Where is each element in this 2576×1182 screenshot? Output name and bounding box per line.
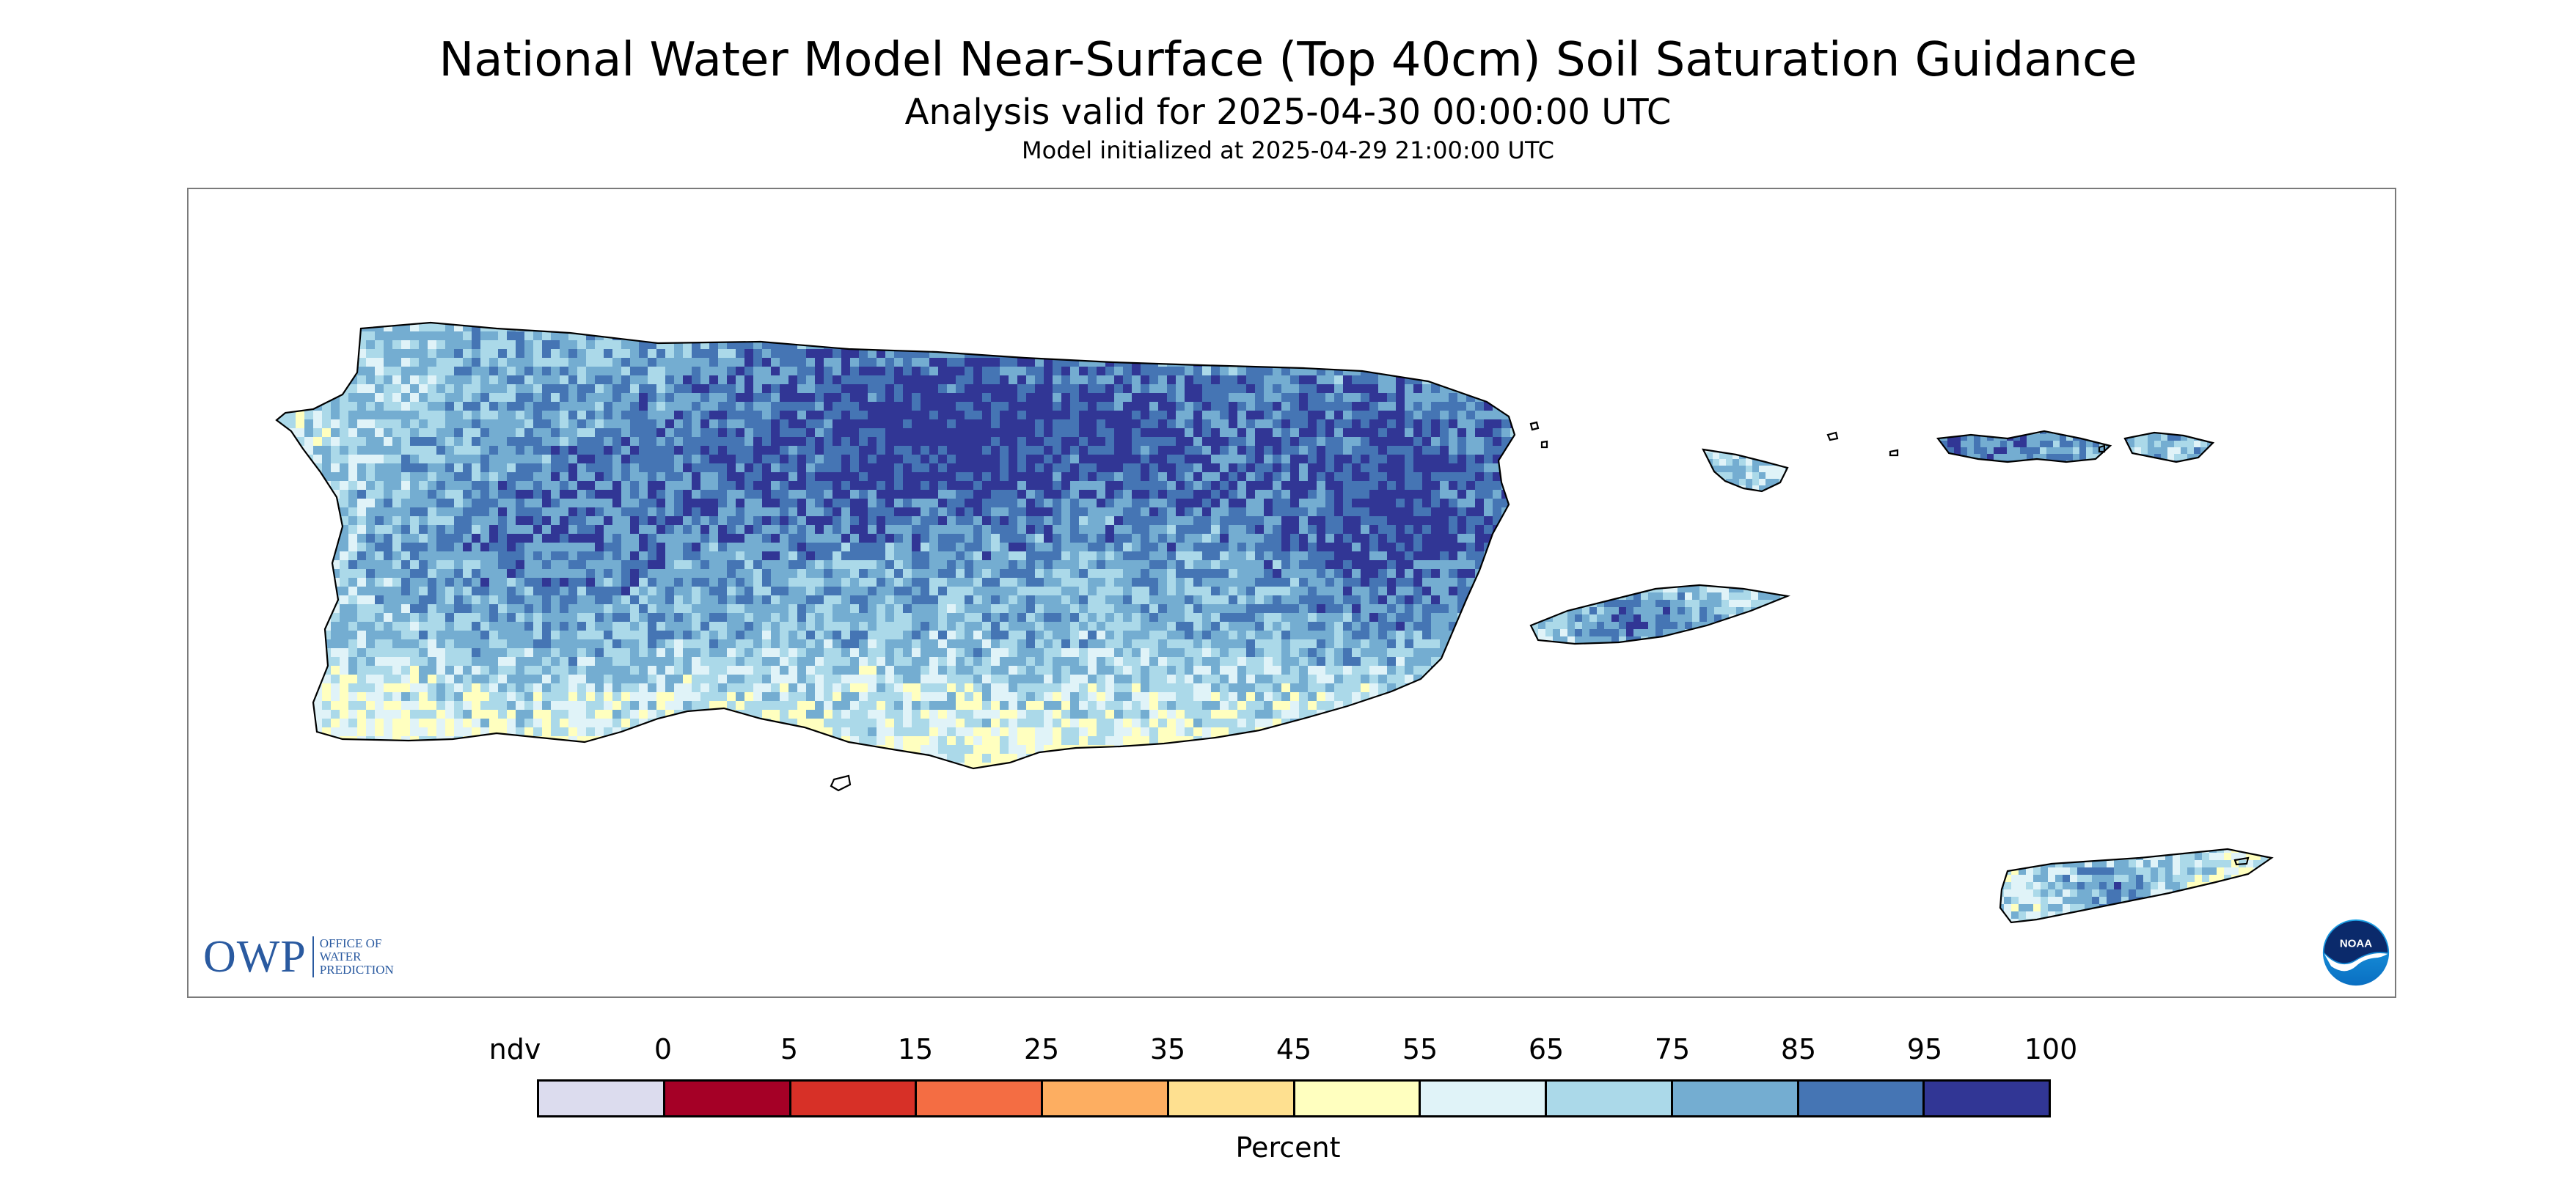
legend-swatch [1295, 1082, 1421, 1115]
map-frame: OWP OFFICE OF WATER PREDICTION NOAA [187, 188, 2396, 998]
legend-swatch [1672, 1082, 1799, 1115]
legend-tick-label: 100 [2024, 1033, 2078, 1065]
small-cay-1 [1529, 421, 1540, 431]
legend-colorbar [537, 1079, 2051, 1117]
small-cay-5 [2233, 856, 2250, 866]
owp-line-3: PREDICTION [319, 963, 394, 977]
legend-swatch [1547, 1082, 1673, 1115]
map-canvas [275, 321, 2273, 924]
legend-swatch [665, 1082, 791, 1115]
st-thomas-saturation [1938, 431, 2110, 462]
noaa-logo: NOAA [2322, 919, 2390, 986]
owp-line-2: WATER [319, 950, 362, 963]
legend-swatch [1421, 1082, 1547, 1115]
owp-line-1: OFFICE OF [319, 936, 382, 950]
legend-tick-label: 5 [780, 1033, 799, 1065]
caja-de-muertos-outline [830, 774, 852, 792]
coastlines [275, 321, 2273, 924]
legend: ndv 0 5 15 25 35 45 55 65 75 85 95 100 Percent [0, 1012, 2576, 1181]
owp-logo: OWP OFFICE OF WATER PREDICTION [203, 931, 394, 983]
owp-logo-mark: OWP [203, 932, 307, 982]
small-cay-4 [2098, 444, 2106, 453]
small-cay-3 [1826, 431, 1839, 441]
owp-logo-divider [312, 936, 314, 977]
legend-tick-label: 95 [1906, 1033, 1943, 1065]
legend-swatch [1043, 1082, 1169, 1115]
legend-swatch [539, 1082, 665, 1115]
legend-tick-label: 45 [1276, 1033, 1312, 1065]
legend-tick-label: 65 [1528, 1033, 1565, 1065]
small-cay-2 [1540, 440, 1548, 449]
map-subtitle: Analysis valid for 2025-04-30 00:00:00 U… [904, 92, 1672, 133]
legend-swatch [917, 1082, 1043, 1115]
puerto-rico-saturation [277, 323, 1515, 768]
legend-tick-label: 55 [1402, 1033, 1438, 1065]
legend-swatch [1925, 1082, 2049, 1115]
legend-tick-label: ndv [489, 1033, 541, 1065]
noaa-logo-text: NOAA [2340, 937, 2372, 950]
legend-swatch [1799, 1082, 1925, 1115]
legend-tick-label: 15 [897, 1033, 934, 1065]
map-title: National Water Model Near-Surface (Top 4… [439, 33, 2137, 87]
small-cay-6 [1889, 449, 1899, 457]
legend-tick-label: 75 [1654, 1033, 1691, 1065]
legend-tick-label: 25 [1023, 1033, 1060, 1065]
owp-logo-text: OFFICE OF WATER PREDICTION [320, 937, 394, 977]
legend-tick-label: 85 [1780, 1033, 1817, 1065]
legend-tick-label: 0 [654, 1033, 673, 1065]
legend-label: Percent [1235, 1131, 1341, 1164]
legend-swatch [791, 1082, 918, 1115]
legend-swatch [1168, 1082, 1295, 1115]
model-init-time: Model initialized at 2025-04-29 21:00:00… [1022, 136, 1554, 164]
legend-tick-label: 35 [1149, 1033, 1186, 1065]
